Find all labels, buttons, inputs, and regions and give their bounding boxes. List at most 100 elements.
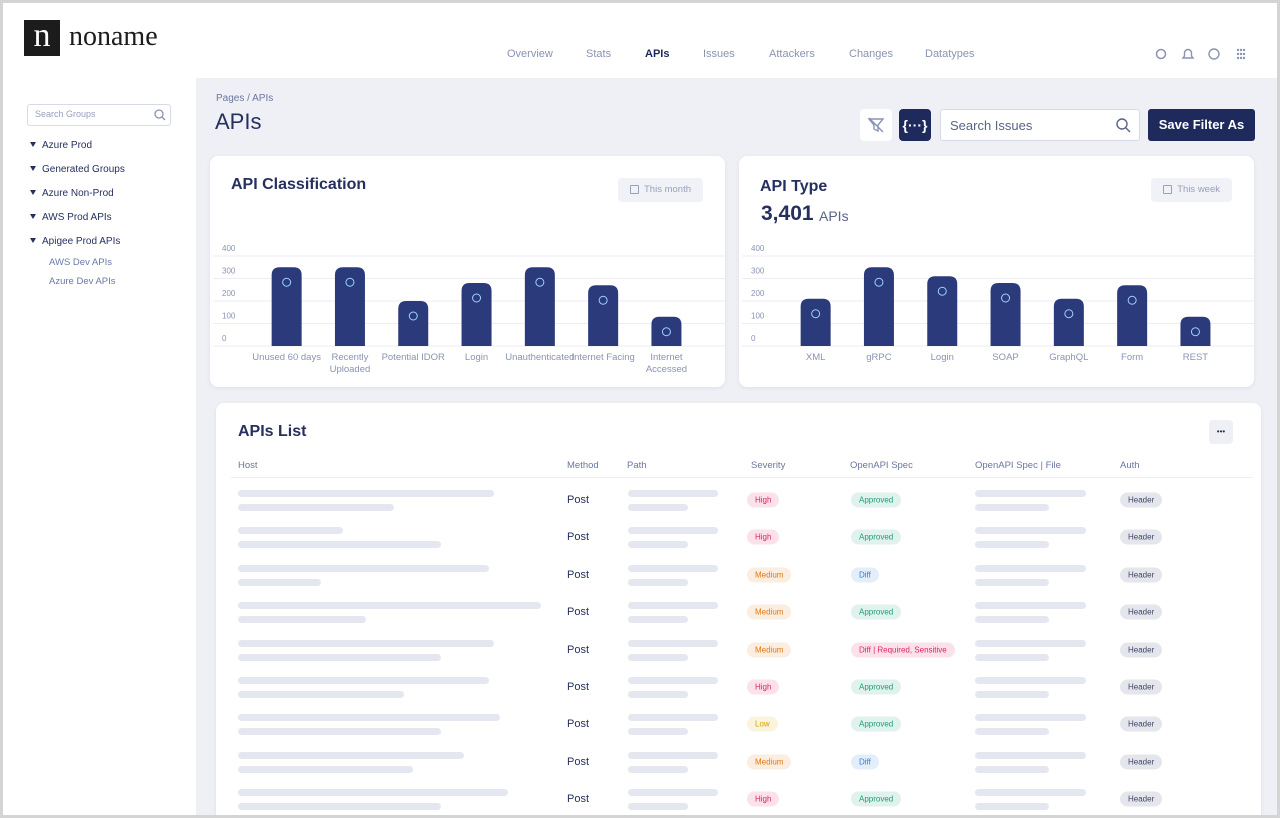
skeleton xyxy=(238,803,441,811)
code-button[interactable]: {···} xyxy=(899,109,931,141)
skeleton xyxy=(975,504,1049,511)
skeleton xyxy=(975,527,1086,535)
severity-badge: Medium xyxy=(747,567,792,583)
method: Post xyxy=(567,793,590,806)
method: Post xyxy=(567,755,590,768)
bar xyxy=(334,267,365,346)
nav-item[interactable]: Attackers xyxy=(769,48,815,60)
y-tick-label: 300 xyxy=(751,267,765,276)
skeleton xyxy=(238,653,441,661)
nav-item[interactable]: Issues xyxy=(703,48,735,60)
column-header: Auth xyxy=(1120,460,1140,471)
calendar-icon xyxy=(630,185,639,194)
column-header: OpenAPI Spec xyxy=(850,460,913,471)
bar-icon xyxy=(937,286,947,296)
skeleton xyxy=(628,602,718,610)
severity-badge: High xyxy=(747,791,780,807)
skeleton xyxy=(628,653,688,661)
bar xyxy=(1117,285,1148,346)
auth-badge: Header xyxy=(1120,529,1163,545)
subgroup-item[interactable]: Azure Dev APIs xyxy=(49,276,116,287)
bar xyxy=(863,267,894,346)
skeleton xyxy=(628,691,688,698)
chart-total-unit: APIs xyxy=(819,208,849,224)
severity-badge: Low xyxy=(747,716,778,732)
skeleton xyxy=(238,564,489,572)
x-tick-label: Login xyxy=(464,352,489,363)
search-icon xyxy=(154,109,166,121)
spec-badge: Approved xyxy=(851,529,902,545)
clear-filter-button[interactable] xyxy=(860,109,892,141)
skeleton xyxy=(975,691,1049,698)
skeleton xyxy=(628,504,688,511)
method: Post xyxy=(567,606,590,619)
x-tick-label: Unused 60 days xyxy=(252,352,321,363)
nav-item[interactable]: Overview xyxy=(507,48,553,60)
table-header-line xyxy=(231,477,1253,478)
nav-item[interactable]: Changes xyxy=(849,48,894,60)
bar xyxy=(1053,298,1084,346)
group-item[interactable]: Azure Non-Prod xyxy=(42,188,114,199)
bar xyxy=(588,285,619,346)
chart-title: API Classification xyxy=(231,176,367,193)
header-icons xyxy=(1155,48,1246,60)
skeleton xyxy=(238,751,464,759)
bar-chart: 0 100 200 300 400 xyxy=(742,244,1254,347)
group-search[interactable] xyxy=(27,104,171,126)
nav-item[interactable]: Stats xyxy=(586,48,612,60)
x-tick-label: Internet Facing xyxy=(571,352,635,363)
y-tick-label: 0 xyxy=(751,334,756,343)
spec-badge: Approved xyxy=(851,716,902,732)
skeleton xyxy=(628,527,718,535)
group-item[interactable]: Apigee Prod APIs xyxy=(42,236,121,247)
chart-card: API Classification This month 0 100 200 300 40… xyxy=(210,156,725,387)
skeleton xyxy=(975,789,1086,797)
x-tick-label: Potential IDOR xyxy=(381,352,445,363)
skeleton xyxy=(628,564,718,572)
auth-badge: Header xyxy=(1120,754,1163,770)
skeleton xyxy=(628,490,718,497)
date-filter[interactable]: This week xyxy=(1151,178,1232,202)
spec-badge: Diff | Required, Sensitive xyxy=(851,642,955,658)
skeleton xyxy=(975,639,1086,647)
bar xyxy=(524,267,555,346)
save-filter-button[interactable]: Save Filter As xyxy=(1148,109,1255,141)
skeleton xyxy=(975,490,1086,497)
group-item[interactable]: Azure Prod xyxy=(42,140,93,151)
bar-icon xyxy=(472,293,482,303)
skeleton xyxy=(238,789,508,797)
nav-item[interactable]: APIs xyxy=(645,48,670,60)
caret xyxy=(30,142,36,147)
x-tick-label: Login xyxy=(930,352,954,363)
issue-search-placeholder: Search Issues xyxy=(950,118,1033,133)
auth-badge: Header xyxy=(1120,492,1163,508)
y-tick-label: 100 xyxy=(751,312,765,321)
bar xyxy=(800,298,831,346)
spec-badge: Approved xyxy=(851,679,902,695)
column-header: Severity xyxy=(751,460,786,471)
bar xyxy=(1180,316,1211,346)
x-tick-label: XML xyxy=(805,352,826,363)
more-button[interactable]: ••• xyxy=(1209,420,1233,444)
severity-badge: Medium xyxy=(747,642,792,658)
skeleton xyxy=(238,602,541,610)
y-tick-label: 400 xyxy=(751,244,765,253)
subgroup-item[interactable]: AWS Dev APIs xyxy=(49,257,112,268)
auth-badge: Header xyxy=(1120,791,1163,807)
group-item[interactable]: Generated Groups xyxy=(42,164,125,175)
date-filter[interactable]: This month xyxy=(618,178,703,202)
nav-item[interactable]: Datatypes xyxy=(925,48,975,60)
skeleton xyxy=(238,578,321,586)
column-header: Host xyxy=(238,460,258,471)
skeleton xyxy=(975,578,1049,586)
calendar-icon xyxy=(1163,185,1173,194)
severity-badge: Medium xyxy=(747,604,792,620)
issue-search[interactable] xyxy=(940,109,1140,141)
spec-badge: Approved xyxy=(851,492,902,508)
skeleton xyxy=(238,728,441,736)
skeleton xyxy=(975,564,1086,572)
skeleton xyxy=(975,728,1049,736)
group-item[interactable]: AWS Prod APIs xyxy=(42,212,112,223)
skeleton xyxy=(628,803,688,811)
method: Post xyxy=(567,568,590,581)
